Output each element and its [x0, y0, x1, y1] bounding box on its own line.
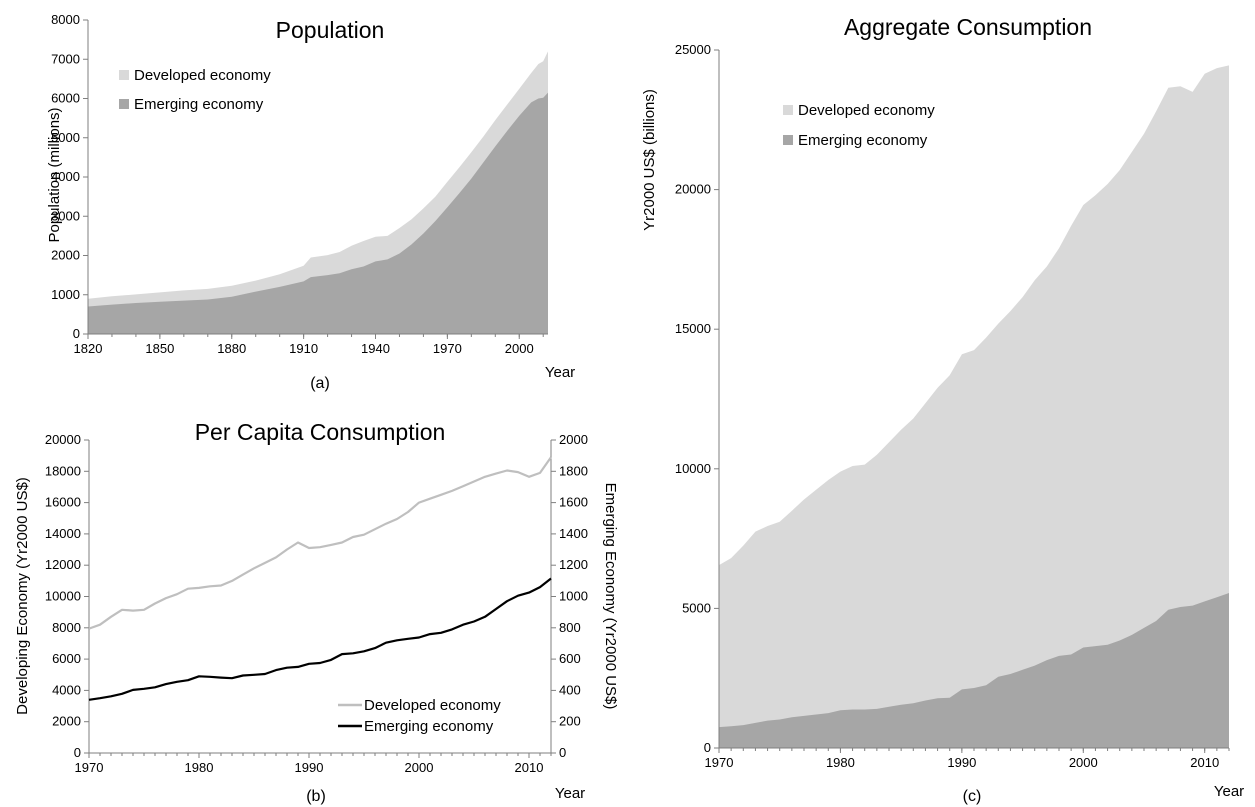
aggregate-chart: Aggregate Consumption Yr2000 US$ (billio… [641, 14, 1244, 805]
per-capita-xlabel: Year [555, 785, 585, 802]
x-tick-label: 2000 [1069, 755, 1098, 770]
y2-tick-label: 400 [559, 682, 581, 697]
y-tick-label: 8000 [52, 620, 81, 635]
population-caption: (a) [310, 375, 330, 392]
legend-swatch-developed [783, 105, 793, 115]
population-title: Population [276, 17, 385, 43]
y-tick-label: 6000 [52, 651, 81, 666]
legend-swatch-developed [119, 70, 129, 80]
x-tick-label: 1820 [74, 341, 103, 356]
line-emerging [88, 577, 552, 701]
y2-tick-label: 0 [559, 745, 566, 760]
per-capita-legend: Developed economy Emerging economy [338, 697, 501, 735]
y-tick-label: 5000 [682, 600, 711, 615]
x-tick-label: 1850 [145, 341, 174, 356]
y-tick-label: 1000 [51, 287, 80, 302]
line-developed [88, 456, 552, 630]
y-tick-label: 0 [73, 326, 80, 341]
legend-label-emerging: Emerging economy [364, 718, 494, 735]
y-tick-label: 7000 [51, 51, 80, 66]
y2-tick-label: 1800 [559, 463, 588, 478]
per-capita-title: Per Capita Consumption [195, 419, 446, 445]
y-tick-label: 5000 [51, 130, 80, 145]
y-tick-label: 0 [704, 740, 711, 755]
y2-tick-label: 800 [559, 620, 581, 635]
y-tick-label: 3000 [51, 208, 80, 223]
x-tick-label: 1910 [289, 341, 318, 356]
population-legend: Developed economy Emerging economy [119, 67, 271, 113]
y-tick-label: 14000 [45, 526, 81, 541]
population-xlabel: Year [545, 364, 575, 381]
y-tick-label: 4000 [51, 169, 80, 184]
area-emerging [719, 593, 1229, 748]
x-tick-label: 1990 [947, 755, 976, 770]
x-tick-label: 2010 [515, 760, 544, 775]
x-tick-label: 1980 [185, 760, 214, 775]
x-tick-label: 1940 [361, 341, 390, 356]
y-tick-label: 12000 [45, 557, 81, 572]
x-tick-label: 2010 [1190, 755, 1219, 770]
y2-tick-label: 1000 [559, 589, 588, 604]
area-developed [719, 65, 1229, 748]
legend-swatch-emerging [783, 135, 793, 145]
legend-label-developed: Developed economy [798, 102, 935, 119]
legend-label-emerging: Emerging economy [134, 96, 264, 113]
per-capita-y2label: Emerging Economy (Yr2000 US$) [602, 483, 619, 710]
per-capita-caption: (b) [306, 788, 326, 805]
y-tick-label: 10000 [675, 461, 711, 476]
legend-swatch-emerging [119, 99, 129, 109]
x-tick-label: 1970 [75, 760, 104, 775]
y2-tick-label: 600 [559, 651, 581, 666]
aggregate-ylabel: Yr2000 US$ (billions) [641, 89, 658, 231]
aggregate-xlabel: Year [1214, 783, 1244, 800]
legend-label-emerging: Emerging economy [798, 132, 928, 149]
aggregate-legend: Developed economy Emerging economy [783, 102, 935, 149]
x-tick-label: 1970 [433, 341, 462, 356]
x-tick-label: 1880 [217, 341, 246, 356]
y-tick-label: 2000 [51, 248, 80, 263]
y2-tick-label: 1600 [559, 495, 588, 510]
y-tick-label: 16000 [45, 495, 81, 510]
aggregate-title: Aggregate Consumption [844, 14, 1092, 40]
y-tick-label: 2000 [52, 714, 81, 729]
y-tick-label: 10000 [45, 589, 81, 604]
y2-tick-label: 1400 [559, 526, 588, 541]
y-tick-label: 4000 [52, 682, 81, 697]
y-tick-label: 20000 [45, 432, 81, 447]
y-tick-label: 0 [74, 745, 81, 760]
y-tick-label: 15000 [675, 321, 711, 336]
legend-label-developed: Developed economy [134, 67, 271, 84]
population-ylabel: Population (millions) [46, 107, 63, 242]
y2-tick-label: 200 [559, 714, 581, 729]
aggregate-caption: (c) [963, 788, 982, 805]
y-tick-label: 6000 [51, 91, 80, 106]
y-tick-label: 25000 [675, 42, 711, 57]
population-chart: Population Population (millions) Year (a… [46, 12, 575, 392]
x-tick-label: 1970 [705, 755, 734, 770]
per-capita-ylabel: Developing Economy (Yr2000 US$) [14, 477, 31, 715]
y-tick-label: 20000 [675, 182, 711, 197]
area-emerging [88, 92, 548, 334]
x-tick-label: 1990 [295, 760, 324, 775]
y-tick-label: 18000 [45, 463, 81, 478]
x-tick-label: 2000 [505, 341, 534, 356]
y2-tick-label: 2000 [559, 432, 588, 447]
legend-label-developed: Developed economy [364, 697, 501, 714]
per-capita-chart: Per Capita Consumption Developing Econom… [14, 419, 619, 805]
y-tick-label: 8000 [51, 12, 80, 27]
x-tick-label: 2000 [405, 760, 434, 775]
y2-tick-label: 1200 [559, 557, 588, 572]
x-tick-label: 1980 [826, 755, 855, 770]
